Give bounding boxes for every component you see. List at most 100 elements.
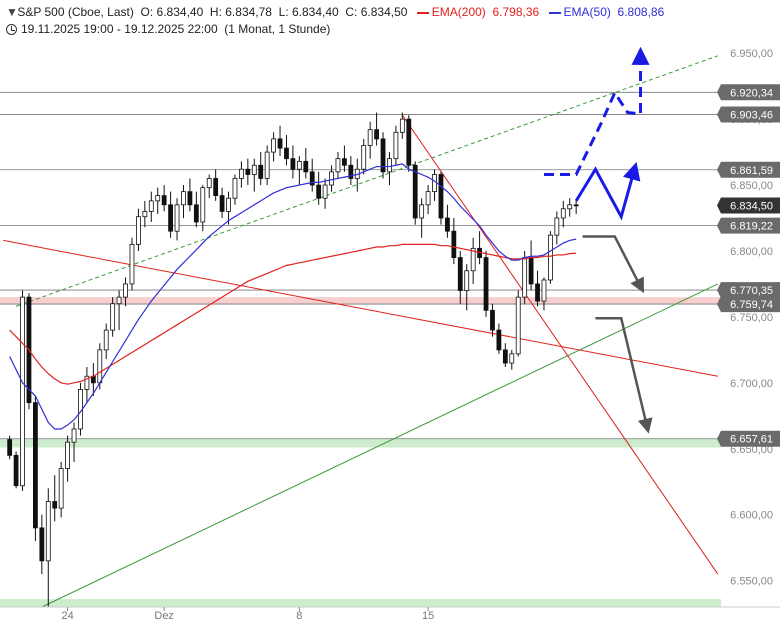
candle xyxy=(103,329,109,351)
candle xyxy=(541,279,547,302)
candle xyxy=(502,349,508,364)
candle xyxy=(309,171,315,186)
candle xyxy=(129,243,135,285)
price-level-label: 6.903,46 xyxy=(730,110,773,122)
y-tick-label: 6.800,00 xyxy=(730,246,773,258)
open-value: O: 6.834,40 xyxy=(140,5,204,19)
candle xyxy=(213,178,219,196)
forecast-down-arrow xyxy=(595,316,653,434)
candle xyxy=(13,454,19,487)
support-zone xyxy=(0,438,721,448)
candle xyxy=(303,160,309,173)
x-tick-label: 24 xyxy=(61,610,73,622)
price-level-tag xyxy=(717,197,780,214)
ema200-swatch-icon xyxy=(416,11,429,14)
candle xyxy=(380,138,386,173)
candle xyxy=(7,439,13,456)
candle xyxy=(251,164,257,175)
candle xyxy=(226,197,231,212)
candle xyxy=(116,296,122,305)
candle xyxy=(20,296,25,487)
y-tick-label: 6.950,00 xyxy=(730,48,773,60)
x-tick-label: 8 xyxy=(296,610,302,622)
candle xyxy=(45,501,51,562)
candle xyxy=(52,501,58,509)
candle xyxy=(232,178,238,199)
candle xyxy=(528,257,534,285)
candle xyxy=(58,468,64,509)
ema200-value: 6.798,36 xyxy=(492,5,540,19)
y-tick-label: 6.550,00 xyxy=(730,576,773,588)
symbol-name[interactable]: S&P 500 (Cboe, Last) xyxy=(17,5,134,19)
price-level-label: 6.819,22 xyxy=(730,221,773,233)
y-tick-label: 6.850,00 xyxy=(730,180,773,192)
candle xyxy=(445,217,450,232)
candle xyxy=(33,402,38,529)
ema50-line xyxy=(9,163,577,430)
candle xyxy=(560,208,566,219)
y-tick-label: 6.650,00 xyxy=(730,444,773,456)
ohlc-legend: ▼ S&P 500 (Cboe, Last) O: 6.834,40 H: 6.… xyxy=(6,5,664,19)
candle xyxy=(483,257,489,311)
downtrend-trendline xyxy=(3,239,718,377)
candle xyxy=(438,174,444,219)
ema200-line xyxy=(9,243,577,385)
candle xyxy=(110,303,116,331)
collapse-chevron-icon[interactable]: ▼ xyxy=(6,5,18,19)
price-level-label: 6.920,34 xyxy=(730,87,773,99)
candle xyxy=(509,353,515,364)
candle xyxy=(367,129,373,146)
candle xyxy=(432,174,437,193)
candle xyxy=(329,171,334,186)
candle xyxy=(348,164,354,179)
resistance-zone xyxy=(0,297,721,305)
price-level-tag xyxy=(717,161,780,178)
candle xyxy=(316,184,322,199)
candle xyxy=(284,147,289,160)
candle xyxy=(535,283,540,302)
low-value: L: 6.834,40 xyxy=(278,5,339,19)
forecast-up-arrow xyxy=(543,46,650,176)
price-level-label: 6.834,50 xyxy=(730,200,773,212)
price-level-label: 6.759,74 xyxy=(730,299,773,311)
candle xyxy=(451,230,457,258)
ema50-label[interactable]: EMA(50) xyxy=(563,5,611,19)
x-tick-label: 15 xyxy=(422,610,434,622)
candle xyxy=(148,200,154,212)
candle xyxy=(412,164,418,219)
candle xyxy=(419,204,425,219)
candle xyxy=(161,195,167,206)
candle xyxy=(515,296,521,355)
price-axis xyxy=(721,40,780,607)
candle xyxy=(335,158,341,173)
ema200-label[interactable]: EMA(200) xyxy=(431,5,486,19)
candle xyxy=(65,441,70,469)
high-value: H: 6.834,78 xyxy=(209,5,272,19)
price-level-label: 6.657,61 xyxy=(730,434,773,446)
candle xyxy=(200,187,206,223)
price-level-tag xyxy=(717,430,780,447)
candle xyxy=(258,164,264,179)
y-tick-label: 6.750,00 xyxy=(730,312,773,324)
interval-label: (1 Monat, 1 Stunde) xyxy=(224,22,331,36)
candle xyxy=(425,191,431,206)
ema50-swatch-icon xyxy=(548,11,561,14)
candle xyxy=(399,118,405,133)
date-range: 19.11.2025 19:00 - 19.12.2025 22:00 xyxy=(21,22,218,36)
price-level-tag xyxy=(717,84,780,101)
price-level-label: 6.861,59 xyxy=(730,165,773,177)
candle xyxy=(174,204,180,232)
clock-icon xyxy=(6,24,17,35)
candle xyxy=(374,129,379,140)
candle xyxy=(457,257,463,291)
candle xyxy=(496,329,502,351)
candle xyxy=(181,191,186,206)
candle xyxy=(271,138,276,153)
candle xyxy=(361,145,367,170)
candle xyxy=(296,160,302,170)
price-level-label: 6.770,35 xyxy=(730,285,773,297)
candle xyxy=(290,158,296,170)
candle xyxy=(84,375,90,390)
candle xyxy=(522,257,528,298)
